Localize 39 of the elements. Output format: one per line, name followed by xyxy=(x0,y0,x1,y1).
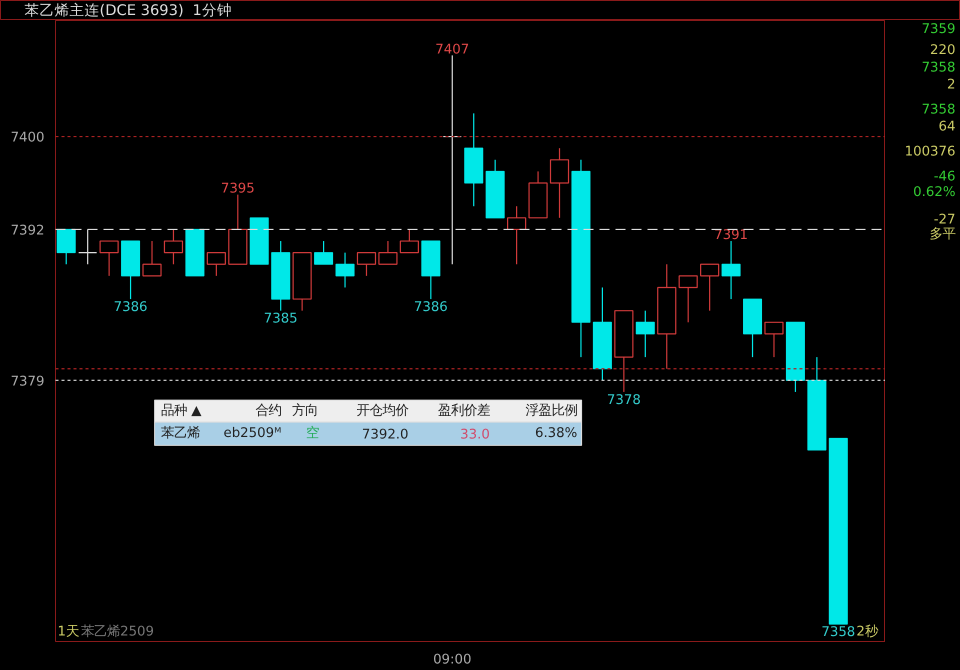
annotation: 方向 xyxy=(292,402,318,419)
annotation: 空 xyxy=(306,426,319,442)
text: 220 xyxy=(930,43,956,58)
annotation: 7385 xyxy=(264,312,298,327)
annotation: 合约 xyxy=(255,404,282,419)
annotation: 苯乙烯 xyxy=(161,426,200,442)
annotation: 品种 ▲ xyxy=(161,404,202,419)
annotation: 浮盈比例 xyxy=(525,404,578,419)
text: 7358 xyxy=(922,60,956,76)
annotation: 7386 xyxy=(414,300,448,316)
annotation: 1天 xyxy=(58,624,79,640)
text: 7359 xyxy=(922,22,956,38)
annotation: 7392.0 xyxy=(362,428,409,443)
annotation: 7378 xyxy=(606,392,641,408)
text: 100376 xyxy=(904,144,956,160)
annotation: 6.38% xyxy=(534,426,578,442)
annotation: 盈利价差 xyxy=(438,404,490,419)
chart-title: 苯乙烯主连(DCE 3693) xyxy=(24,2,184,19)
annotation: 33.0 xyxy=(460,428,490,443)
text: -46 xyxy=(934,169,956,184)
annotation: 7407 xyxy=(435,42,470,58)
text: -27 xyxy=(934,212,956,228)
text: 64 xyxy=(938,120,956,135)
text: 2 xyxy=(947,78,956,93)
text: 0.62% xyxy=(913,184,956,200)
y-tick-label: 7392 xyxy=(10,223,45,238)
x-tick-label: 09:00 xyxy=(433,652,472,668)
text: 多平 xyxy=(930,227,956,242)
text: 2秒 xyxy=(856,624,878,640)
annotation: 开仓均价 xyxy=(356,404,409,419)
chart-subtitle: 1分钟 xyxy=(192,2,232,19)
annotation: 苯乙烯2509 xyxy=(81,624,154,640)
y-tick-label: 7400 xyxy=(10,130,45,146)
annotation: 7358 xyxy=(821,625,856,640)
y-tick-label: 7379 xyxy=(10,374,45,390)
annotation: eb2509ᴹ xyxy=(224,426,282,442)
annotation: 7386 xyxy=(114,300,148,316)
text: 7358 xyxy=(922,102,956,118)
annotation: 7395 xyxy=(220,182,255,197)
